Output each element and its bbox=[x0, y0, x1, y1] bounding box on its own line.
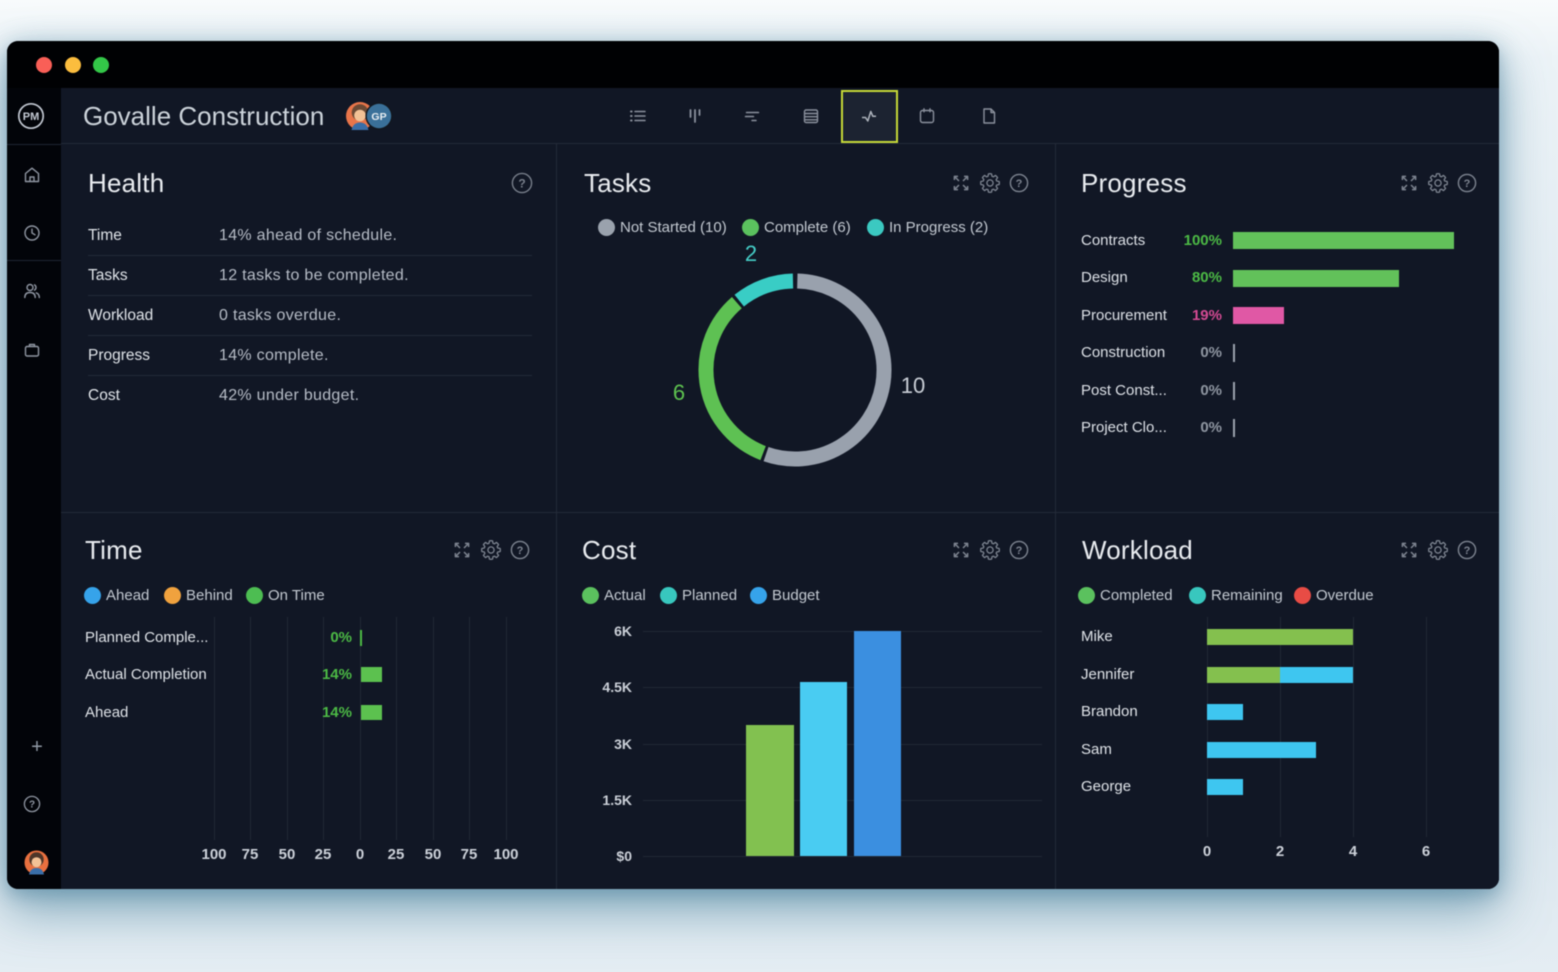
svg-text:?: ? bbox=[1016, 545, 1023, 557]
svg-text:?: ? bbox=[517, 545, 524, 557]
svg-text:?: ? bbox=[29, 800, 35, 811]
svg-text:?: ? bbox=[1016, 178, 1023, 190]
svg-text:?: ? bbox=[518, 176, 525, 190]
svg-text:?: ? bbox=[1464, 545, 1471, 557]
svg-text:?: ? bbox=[1464, 178, 1471, 190]
svg-text:GP: GP bbox=[371, 111, 386, 123]
svg-text:PM: PM bbox=[23, 111, 40, 123]
